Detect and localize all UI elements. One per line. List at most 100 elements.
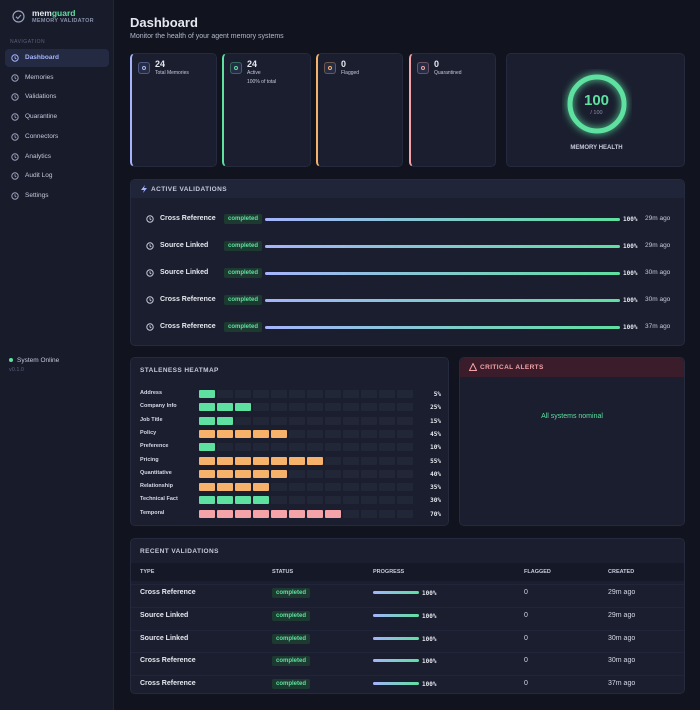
cell-flagged: 0	[524, 680, 528, 688]
stat-card: 0 Flagged	[316, 53, 403, 167]
progress-label: 100%	[623, 297, 638, 304]
heatmap-label: Address	[140, 390, 163, 396]
nav-label: Analytics	[25, 152, 52, 160]
heatmap-cell	[217, 456, 233, 465]
heatmap-cell-empty	[397, 390, 413, 398]
heatmap-label: Policy	[140, 429, 157, 436]
heatmap-value: 30%	[430, 497, 441, 505]
heatmap-cell	[235, 496, 251, 505]
heatmap-cell-empty	[379, 483, 395, 492]
nav-label: Validations	[25, 93, 57, 101]
cell-type: Source Linked	[140, 611, 189, 619]
nav-item[interactable]: Quarantine	[5, 108, 109, 126]
progress-label: 100%	[422, 658, 437, 666]
brand-suffix: guard	[51, 8, 76, 18]
stat-label: Active	[247, 70, 261, 76]
heatmap-cell-empty	[289, 483, 305, 492]
row-divider	[131, 629, 684, 631]
progress-bar	[265, 218, 620, 221]
nav-label: Settings	[25, 191, 49, 199]
validation-type: Source Linked	[160, 269, 209, 276]
stat-icon	[230, 62, 242, 74]
clock-icon	[146, 323, 154, 331]
heatmap-cell-empty	[325, 429, 341, 438]
column-header: PROGRESS	[373, 569, 405, 575]
heatmap-cell-empty	[343, 390, 359, 398]
nav-label: Dashboard	[25, 54, 59, 61]
stat-icon-dot	[234, 66, 238, 70]
nav-icon	[11, 172, 19, 180]
stat-value: 0	[434, 59, 440, 69]
clock-icon	[146, 296, 154, 304]
heatmap-cell	[217, 429, 233, 438]
heatmap-cell	[217, 403, 233, 412]
heatmap-cell-empty	[343, 469, 359, 478]
progress-bar	[373, 682, 419, 686]
heatmap-cell-empty	[271, 390, 287, 398]
health-card: 100 / 100 MEMORY HEALTH	[506, 53, 685, 167]
heatmap-cell-empty	[271, 416, 287, 425]
health-value: 100	[583, 92, 610, 109]
progress-label: 100%	[623, 270, 638, 277]
nav-item[interactable]: Dashboard	[5, 49, 109, 67]
status-badge: completed	[272, 633, 311, 644]
nav-item[interactable]: Validations	[5, 88, 109, 106]
heatmap-fill	[199, 403, 415, 412]
stat-label: Total Memories	[155, 70, 189, 76]
heatmap-cell	[217, 416, 233, 425]
validation-type: Cross Reference	[160, 296, 216, 303]
heatmap-label: Pricing	[140, 456, 159, 463]
heatmap-cell	[289, 456, 305, 465]
brand-subtitle: MEMORY VALIDATOR	[32, 18, 94, 24]
recent-validations: RECENT VALIDATIONS TYPE STATUS PROGRESS FLA…	[130, 538, 685, 694]
heatmap-cell-empty	[307, 390, 323, 398]
heatmap-cell-empty	[271, 496, 287, 505]
heatmap-cell-empty	[397, 416, 413, 425]
heatmap-cell	[271, 456, 287, 465]
validation-type: Cross Reference	[160, 323, 216, 330]
heatmap-cell-empty	[289, 416, 305, 425]
nav-item[interactable]: Analytics	[5, 148, 109, 166]
panel-title: ACTIVE VALIDATIONS	[151, 186, 227, 193]
heatmap-label: Job Title	[140, 416, 163, 423]
heatmap-cell	[307, 509, 323, 518]
nav-heading: NAVIGATION	[10, 39, 46, 45]
heatmap-cell-empty	[343, 416, 359, 425]
panel-title: RECENT VALIDATIONS	[140, 548, 219, 555]
validation-time: 29m ago	[645, 242, 671, 249]
heatmap-cell-empty	[361, 456, 377, 465]
nav-item[interactable]: Settings	[5, 187, 109, 205]
progress-track	[373, 636, 419, 640]
heatmap-cell-empty	[325, 496, 341, 505]
stat-icon	[417, 62, 429, 74]
progress-track	[265, 299, 620, 302]
heatmap-label: Company Info	[140, 403, 177, 410]
heatmap-cell-empty	[379, 509, 395, 518]
heatmap-label: Preference	[140, 443, 169, 450]
heatmap-value: 55%	[430, 457, 441, 465]
cell-type: Cross Reference	[140, 657, 196, 665]
heatmap-label: Technical Fact	[140, 496, 178, 503]
heatmap-cell	[253, 456, 269, 465]
heatmap-value: 70%	[430, 510, 441, 518]
cell-created: 37m ago	[608, 680, 636, 688]
heatmap-cell-empty	[397, 429, 413, 438]
progress-bar	[265, 326, 620, 329]
status-badge: completed	[272, 679, 311, 690]
heatmap-cell-empty	[235, 390, 251, 398]
status-badge: completed	[224, 295, 263, 305]
heatmap-cell-empty	[379, 390, 395, 398]
progress-track	[265, 326, 620, 329]
nav-label: Audit Log	[25, 172, 53, 180]
progress-track	[373, 613, 419, 617]
nav-item[interactable]: Memories	[5, 69, 109, 87]
heatmap-cell-empty	[235, 416, 251, 425]
heatmap-fill	[199, 456, 415, 465]
nav-item[interactable]: Audit Log	[5, 167, 109, 185]
heatmap-cell-empty	[397, 509, 413, 518]
nav-item[interactable]: Connectors	[5, 128, 109, 146]
heatmap-cell-empty	[343, 456, 359, 465]
validation-row: Source Linked completed 100% 30m ago	[131, 267, 684, 279]
progress-track	[265, 218, 620, 221]
